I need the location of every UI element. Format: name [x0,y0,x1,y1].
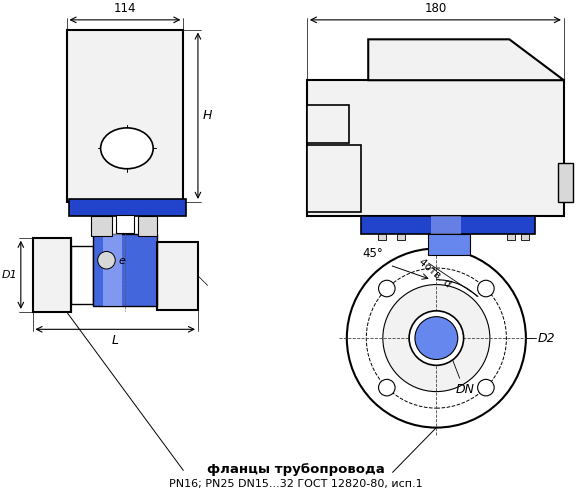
Bar [137,216,157,236]
Bar [157,242,198,310]
Circle shape [378,280,395,297]
Text: L: L [112,334,119,347]
Bar [307,105,349,143]
Text: D1: D1 [2,270,18,280]
Circle shape [478,379,494,396]
Circle shape [383,285,490,392]
Text: 45°: 45° [363,247,384,260]
Polygon shape [368,39,564,80]
Bar [91,216,112,236]
Text: фланцы трубопровода: фланцы трубопровода [207,463,385,476]
Bar [428,234,470,256]
Bar [33,238,72,312]
Bar [508,234,515,240]
Circle shape [409,311,464,365]
Bar [66,30,183,202]
Polygon shape [431,216,461,234]
Bar [72,245,93,304]
Text: e: e [118,256,125,266]
Ellipse shape [101,128,153,169]
Bar [69,199,186,216]
Text: H: H [203,109,212,122]
Circle shape [478,280,494,297]
Circle shape [378,379,395,396]
Circle shape [347,248,526,427]
Bar [378,234,386,240]
Bar [361,216,535,234]
Circle shape [98,252,115,269]
Bar [93,234,157,306]
Text: PN16; PN25 DN15...32 ГОСТ 12820-80, исп.1: PN16; PN25 DN15...32 ГОСТ 12820-80, исп.… [169,479,423,489]
Circle shape [415,317,458,360]
Bar [307,145,361,211]
Bar [558,163,573,202]
Text: 180: 180 [424,2,446,15]
Bar [307,80,564,216]
Text: 114: 114 [113,2,136,15]
Text: D2: D2 [538,332,555,345]
Bar [116,215,134,233]
Text: 4отв. d: 4отв. d [417,257,453,289]
Polygon shape [102,234,122,306]
Bar [398,234,405,240]
Bar [521,234,529,240]
Text: DN: DN [456,383,475,396]
